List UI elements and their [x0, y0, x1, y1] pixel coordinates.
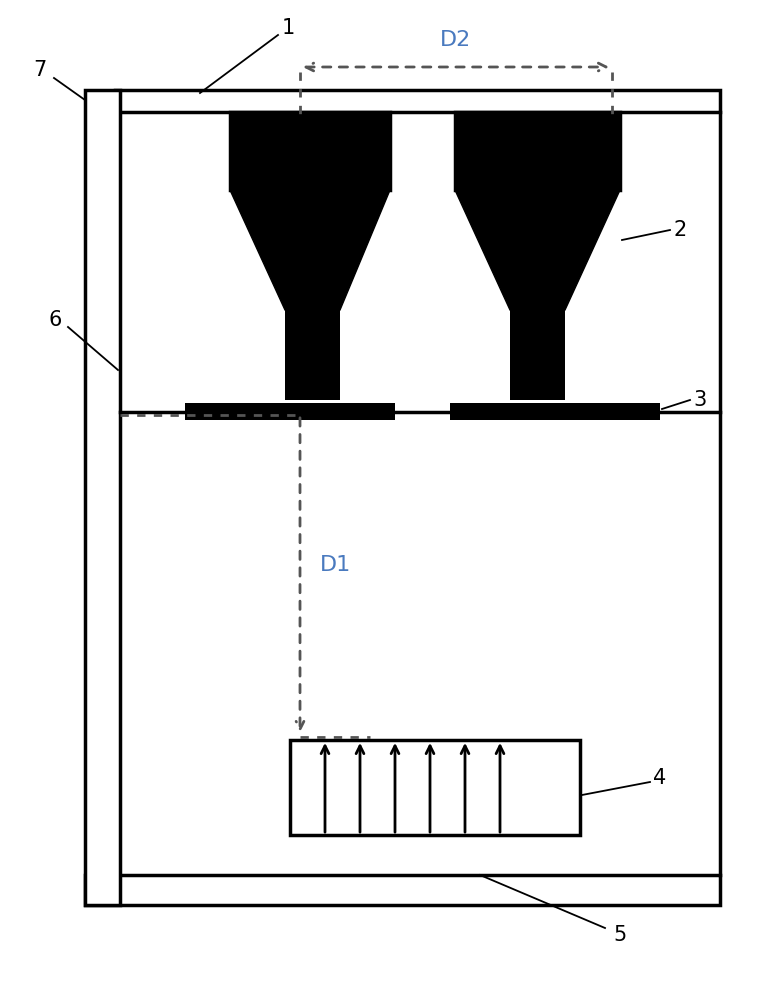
Text: 1: 1: [281, 18, 295, 38]
Polygon shape: [455, 190, 620, 310]
Bar: [230, 112, 390, 190]
Bar: [85, 875, 720, 905]
Bar: [85, 90, 120, 905]
Bar: [290, 740, 580, 835]
Bar: [185, 403, 395, 420]
Text: 3: 3: [693, 390, 706, 410]
Text: 4: 4: [653, 768, 667, 788]
Bar: [285, 310, 340, 400]
Text: 6: 6: [48, 310, 62, 330]
Bar: [450, 403, 660, 420]
Text: 5: 5: [613, 925, 626, 945]
Text: D2: D2: [440, 30, 472, 50]
Text: 7: 7: [34, 60, 46, 80]
Bar: [455, 112, 620, 190]
Bar: [510, 310, 565, 400]
Polygon shape: [230, 190, 390, 310]
Text: D1: D1: [320, 555, 351, 575]
Text: 2: 2: [674, 220, 687, 240]
Bar: [115, 90, 720, 112]
